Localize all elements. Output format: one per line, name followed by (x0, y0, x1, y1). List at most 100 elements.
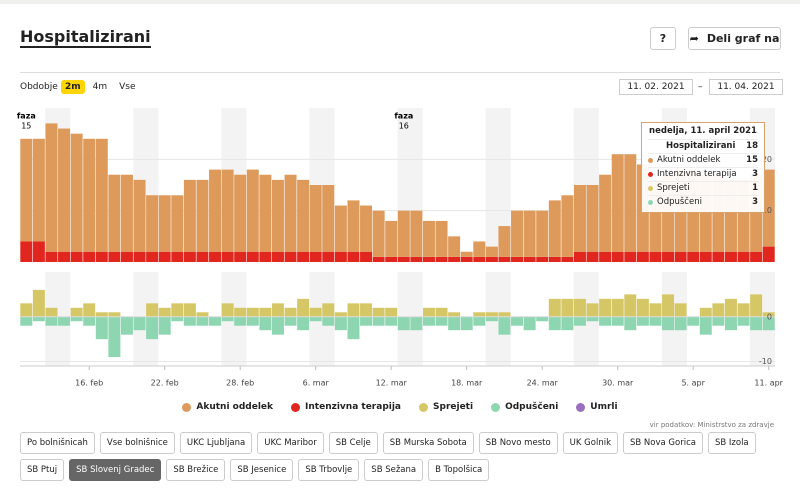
bar (599, 298, 612, 317)
filter-button[interactable]: SB Nova Gorica (623, 432, 703, 454)
bar (322, 185, 335, 252)
y-tick-label: 10 (762, 206, 772, 215)
bar (460, 251, 473, 257)
bar (259, 316, 272, 331)
bar (297, 316, 310, 331)
bar (473, 312, 486, 317)
bar (473, 316, 486, 326)
bar (573, 185, 586, 252)
help-button[interactable]: ? (650, 27, 676, 50)
bar (485, 312, 498, 317)
legend-label: Odpuščeni (505, 402, 559, 412)
share-label: Deli graf na (706, 32, 780, 45)
filter-button[interactable]: Vse bolnišnice (99, 432, 175, 454)
bar (611, 251, 624, 262)
tooltip-title: nedelja, 11. april 2021 (649, 126, 757, 136)
legend-item[interactable]: Umrli (576, 402, 618, 412)
tooltip: nedelja, 11. april 2021 Hospitalizirani 18… (641, 122, 765, 213)
bar (221, 316, 234, 322)
filter-button[interactable]: B Topolšica (428, 459, 490, 481)
period-option[interactable]: 4m (92, 82, 108, 92)
filter-button[interactable]: SB Jesenice (230, 459, 294, 481)
bar (221, 251, 234, 262)
bar (586, 316, 599, 322)
date-from[interactable]: 11. 02. 2021 (619, 79, 693, 95)
bar (422, 220, 435, 257)
legend-item[interactable]: Intenzivna terapija (291, 402, 401, 412)
bar (548, 298, 561, 317)
bar (511, 256, 524, 262)
bar (687, 316, 700, 326)
bar (422, 307, 435, 317)
bar (712, 174, 725, 252)
bar (20, 138, 33, 242)
legend-item[interactable]: Odpuščeni (491, 402, 558, 412)
bar (548, 316, 561, 331)
bar (146, 251, 159, 262)
bar (196, 179, 209, 252)
filter-button[interactable]: SB Novo mesto (478, 432, 558, 454)
bar (334, 205, 347, 252)
filter-button[interactable]: UK Golnik (562, 432, 618, 454)
filter-button[interactable]: SB Ptuj (20, 459, 65, 481)
bar (45, 123, 58, 252)
filter-button[interactable]: SB Brežice (166, 459, 226, 481)
bar (448, 236, 461, 257)
bar (485, 246, 498, 257)
bar (20, 303, 33, 317)
bar (687, 251, 700, 262)
filter-button[interactable]: SB Trbovlje (298, 459, 360, 481)
bar (108, 174, 121, 252)
bar (32, 138, 45, 242)
bar (385, 220, 398, 257)
x-tick-label: 24. mar (527, 379, 559, 388)
tooltip-dot (648, 200, 653, 205)
divider (20, 72, 780, 73)
filter-button[interactable]: UKC Ljubljana (179, 432, 253, 454)
filter-button[interactable]: SB Murska Sobota (382, 432, 474, 454)
filter-button[interactable]: SB Izola (707, 432, 756, 454)
legend-item[interactable]: Akutni oddelek (182, 402, 273, 412)
share-button[interactable]: ➦ Deli graf na (688, 27, 781, 50)
bar (271, 303, 284, 317)
filter-button[interactable]: SB Sežana (364, 459, 424, 481)
bar (95, 251, 108, 262)
x-tick-label: 12. mar (376, 379, 408, 388)
bar (724, 316, 737, 331)
legend: Akutni oddelek Intenzivna terapija Sprejet… (0, 402, 800, 412)
legend-swatch (182, 402, 192, 412)
bar (422, 316, 435, 326)
bar (347, 251, 360, 262)
bar (20, 316, 33, 326)
tooltip-value: 3 (752, 169, 758, 179)
bar (45, 251, 58, 262)
filter-button[interactable]: SB Celje (328, 432, 378, 454)
period-option[interactable]: 2m (61, 80, 85, 94)
bar (196, 316, 209, 326)
filter-button[interactable]: SB Slovenj Gradec (69, 459, 162, 481)
bar (460, 256, 473, 262)
bar (397, 210, 410, 257)
bar (234, 174, 247, 252)
bar (460, 316, 473, 331)
bar (234, 251, 247, 262)
bar (183, 179, 196, 252)
legend-label: Intenzivna terapija (305, 402, 402, 412)
bar (209, 316, 222, 326)
filter-button[interactable]: Po bolnišnicah (20, 432, 95, 454)
bar (573, 316, 586, 326)
bar (750, 174, 763, 252)
tooltip-label: Odpuščeni (657, 197, 702, 207)
tooltip-row: Odpuščeni 3 (648, 195, 758, 209)
legend-item[interactable]: Sprejeti (419, 402, 473, 412)
bar (649, 316, 662, 326)
bar (624, 294, 637, 317)
period-option[interactable]: Vse (119, 82, 136, 92)
legend-label: Sprejeti (433, 402, 474, 412)
date-to[interactable]: 11. 04. 2021 (709, 79, 783, 95)
bar (58, 316, 71, 326)
filter-button[interactable]: UKC Maribor (257, 432, 324, 454)
bar (372, 307, 385, 317)
annotation-text: faza (17, 112, 36, 121)
